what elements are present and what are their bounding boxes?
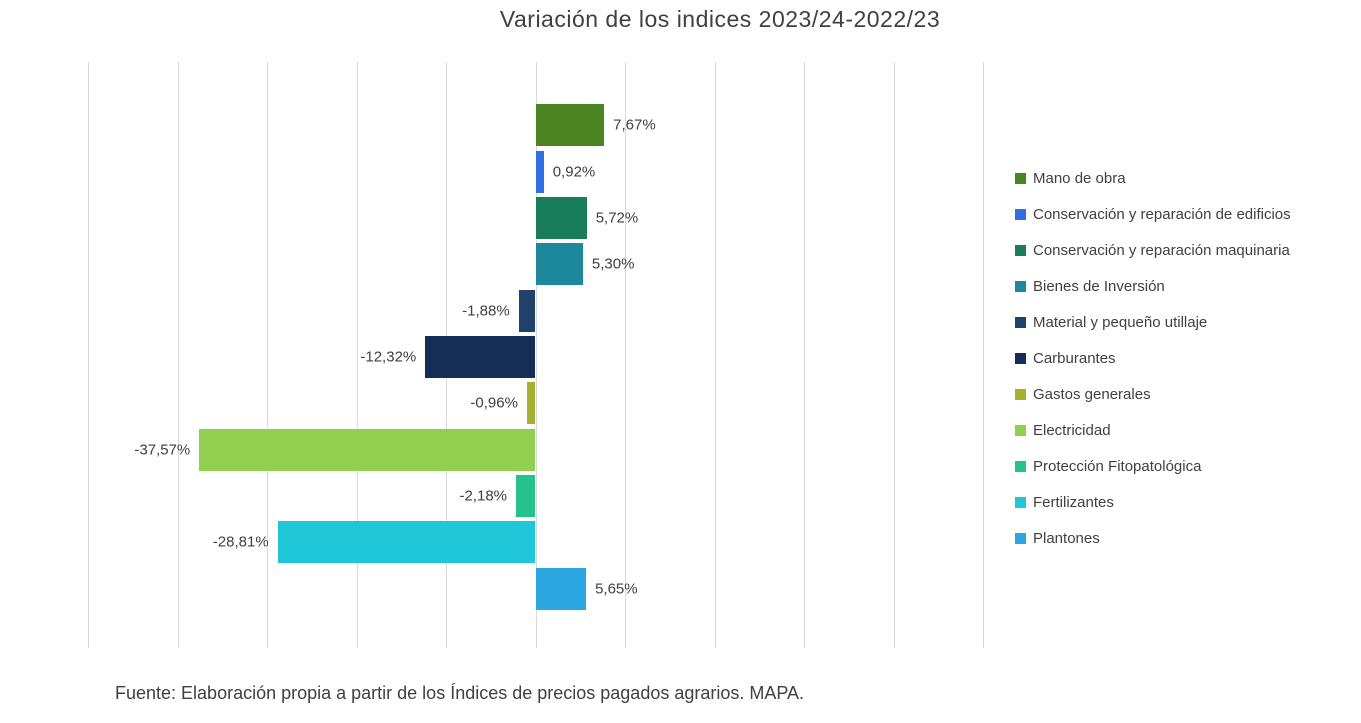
legend-label: Bienes de Inversión bbox=[1033, 278, 1165, 295]
gridline bbox=[356, 62, 358, 648]
legend-item-conservacion-y-reparacion-maquinaria: Conservación y reparación maquinaria bbox=[1015, 242, 1291, 259]
bar-value-label-plantones: 5,65% bbox=[595, 580, 638, 598]
legend-swatch-icon bbox=[1015, 173, 1026, 184]
plot-area: 7,67% 0,92% 5,72% 5,30% -1,88% -12,32% -0,96% -… bbox=[88, 62, 984, 648]
legend-label: Fertilizantes bbox=[1033, 494, 1114, 511]
bar-plantones bbox=[535, 567, 587, 610]
bar-value-label-mano-de-obra: 7,67% bbox=[613, 116, 656, 134]
legend-label: Conservación y reparación de edificios bbox=[1033, 206, 1291, 223]
source-note: Fuente: Elaboración propia a partir de l… bbox=[115, 683, 805, 703]
gridline bbox=[893, 62, 895, 648]
chart-title: Variación de los indices 2023/24-2022/23 bbox=[499, 6, 941, 32]
bar-electricidad bbox=[199, 428, 536, 471]
legend-swatch-icon bbox=[1015, 533, 1026, 544]
bar-material-y-pequeno-utillaje bbox=[518, 289, 536, 332]
legend-swatch-icon bbox=[1015, 317, 1026, 328]
legend-label: Electricidad bbox=[1033, 422, 1111, 439]
legend-swatch-icon bbox=[1015, 425, 1026, 436]
legend-item-carburantes: Carburantes bbox=[1015, 350, 1291, 367]
legend-item-electricidad: Electricidad bbox=[1015, 422, 1291, 439]
legend-label: Protección Fitopatológica bbox=[1033, 458, 1202, 475]
legend-swatch-icon bbox=[1015, 389, 1026, 400]
gridline bbox=[88, 62, 89, 648]
legend-label: Plantones bbox=[1033, 530, 1100, 547]
bar-value-label-proteccion-fitopatologica: -2,18% bbox=[459, 487, 507, 505]
bar-value-label-conservacion-y-reparacion-maquinaria: 5,72% bbox=[595, 209, 639, 227]
bar-value-label-fertilizantes: -28,81% bbox=[212, 533, 269, 551]
legend-item-gastos-generales: Gastos generales bbox=[1015, 386, 1291, 403]
legend-label: Conservación y reparación maquinaria bbox=[1033, 242, 1290, 259]
legend-item-material-y-pequeno-utillaje: Material y pequeño utillaje bbox=[1015, 314, 1291, 331]
gridline bbox=[625, 62, 626, 648]
bar-value-label-gastos-generales: -0,96% bbox=[470, 394, 518, 412]
bar-value-label-carburantes: -12,32% bbox=[360, 348, 417, 366]
gridline bbox=[714, 62, 716, 648]
bar-bienes-de-inversion bbox=[535, 243, 583, 286]
gridline bbox=[804, 62, 805, 648]
gridline bbox=[983, 62, 984, 648]
bar-value-label-conservacion-y-reparacion-de-edificios: 0,92% bbox=[552, 163, 596, 181]
legend-swatch-icon bbox=[1015, 245, 1026, 256]
legend-item-fertilizantes: Fertilizantes bbox=[1015, 494, 1291, 511]
legend-label: Gastos generales bbox=[1033, 386, 1151, 403]
bar-value-label-material-y-pequeno-utillaje: -1,88% bbox=[462, 302, 510, 320]
legend-item-plantones: Plantones bbox=[1015, 530, 1291, 547]
bar-carburantes bbox=[425, 336, 536, 378]
legend-item-conservacion-y-reparacion-de-edificios: Conservación y reparación de edificios bbox=[1015, 206, 1291, 223]
legend-swatch-icon bbox=[1015, 461, 1026, 472]
legend-label: Material y pequeño utillaje bbox=[1033, 314, 1208, 331]
bar-mano-de-obra bbox=[535, 104, 605, 147]
legend-label: Carburantes bbox=[1033, 350, 1116, 367]
gridline bbox=[177, 62, 179, 648]
bar-fertilizantes bbox=[277, 521, 536, 564]
bar-conservacion-y-reparacion-de-edificios bbox=[535, 150, 544, 193]
legend-item-proteccion-fitopatologica: Protección Fitopatológica bbox=[1015, 458, 1291, 475]
legend-swatch-icon bbox=[1015, 281, 1026, 292]
bar-value-label-bienes-de-inversion: 5,30% bbox=[591, 255, 635, 273]
legend-label: Mano de obra bbox=[1033, 170, 1126, 187]
chart-legend: Mano de obra Conservación y reparación de… bbox=[1015, 170, 1291, 547]
legend-item-bienes-de-inversion: Bienes de Inversión bbox=[1015, 278, 1291, 295]
bar-proteccion-fitopatologica bbox=[515, 475, 536, 518]
bar-value-label-electricidad: -37,57% bbox=[134, 441, 191, 459]
legend-swatch-icon bbox=[1015, 497, 1026, 508]
legend-swatch-icon bbox=[1015, 209, 1026, 220]
gridline bbox=[535, 62, 537, 648]
legend-item-mano-de-obra: Mano de obra bbox=[1015, 170, 1291, 187]
legend-swatch-icon bbox=[1015, 353, 1026, 364]
bar-conservacion-y-reparacion-maquinaria bbox=[535, 196, 587, 239]
bar-gastos-generales bbox=[526, 382, 536, 425]
gridline bbox=[267, 62, 268, 648]
